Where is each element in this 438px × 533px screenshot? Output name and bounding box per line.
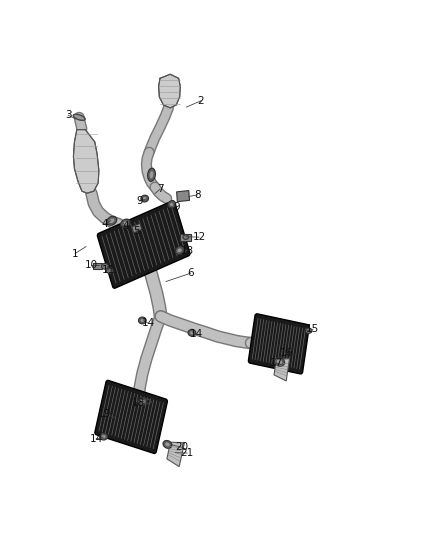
Text: 14: 14 <box>142 318 155 328</box>
Polygon shape <box>274 359 290 381</box>
Ellipse shape <box>168 201 176 208</box>
Text: 12: 12 <box>192 232 206 242</box>
Text: 13: 13 <box>180 246 194 256</box>
Text: 4: 4 <box>102 219 108 229</box>
Text: 17: 17 <box>269 358 283 368</box>
Ellipse shape <box>169 202 174 207</box>
Polygon shape <box>167 442 184 466</box>
FancyBboxPatch shape <box>95 381 167 454</box>
Ellipse shape <box>107 216 117 225</box>
FancyBboxPatch shape <box>97 201 190 288</box>
Polygon shape <box>74 130 99 193</box>
Ellipse shape <box>175 246 184 254</box>
Text: 2: 2 <box>198 96 204 106</box>
Text: 5: 5 <box>133 227 140 237</box>
Text: 19: 19 <box>97 409 111 418</box>
Ellipse shape <box>149 170 154 179</box>
Ellipse shape <box>121 219 130 227</box>
Ellipse shape <box>140 318 145 323</box>
FancyBboxPatch shape <box>93 263 102 269</box>
Ellipse shape <box>142 196 147 201</box>
Ellipse shape <box>189 330 194 335</box>
Ellipse shape <box>106 268 113 273</box>
Text: 20: 20 <box>176 442 189 453</box>
Text: 21: 21 <box>180 448 194 458</box>
Ellipse shape <box>275 358 285 366</box>
Ellipse shape <box>188 329 196 336</box>
Ellipse shape <box>102 263 109 269</box>
Ellipse shape <box>183 235 189 239</box>
Text: 8: 8 <box>194 190 201 200</box>
Ellipse shape <box>141 195 148 202</box>
Ellipse shape <box>108 217 115 224</box>
Ellipse shape <box>305 328 312 334</box>
Ellipse shape <box>148 168 155 181</box>
Ellipse shape <box>177 247 183 253</box>
Text: 4: 4 <box>123 222 129 231</box>
Polygon shape <box>159 74 180 108</box>
FancyBboxPatch shape <box>248 314 309 374</box>
Text: 15: 15 <box>306 325 319 335</box>
Text: 6: 6 <box>187 268 194 278</box>
Text: 16: 16 <box>280 348 293 358</box>
Text: 1: 1 <box>72 248 78 259</box>
Text: 9: 9 <box>136 196 143 206</box>
FancyBboxPatch shape <box>180 233 191 240</box>
Ellipse shape <box>100 433 107 440</box>
Text: 3: 3 <box>65 110 72 120</box>
Ellipse shape <box>122 221 129 226</box>
Text: 10: 10 <box>85 260 98 270</box>
FancyBboxPatch shape <box>177 191 190 201</box>
Text: 9: 9 <box>173 202 180 212</box>
Ellipse shape <box>164 442 170 447</box>
Ellipse shape <box>138 398 147 405</box>
Ellipse shape <box>163 441 172 448</box>
Ellipse shape <box>101 434 106 439</box>
Ellipse shape <box>73 114 85 120</box>
Text: 7: 7 <box>157 184 163 194</box>
Ellipse shape <box>138 317 146 324</box>
Text: 14: 14 <box>189 329 203 339</box>
Text: 11: 11 <box>102 265 115 275</box>
Text: 14: 14 <box>89 434 103 444</box>
Text: 18: 18 <box>132 398 145 408</box>
Ellipse shape <box>276 359 283 365</box>
FancyBboxPatch shape <box>132 223 142 233</box>
Ellipse shape <box>139 399 145 404</box>
